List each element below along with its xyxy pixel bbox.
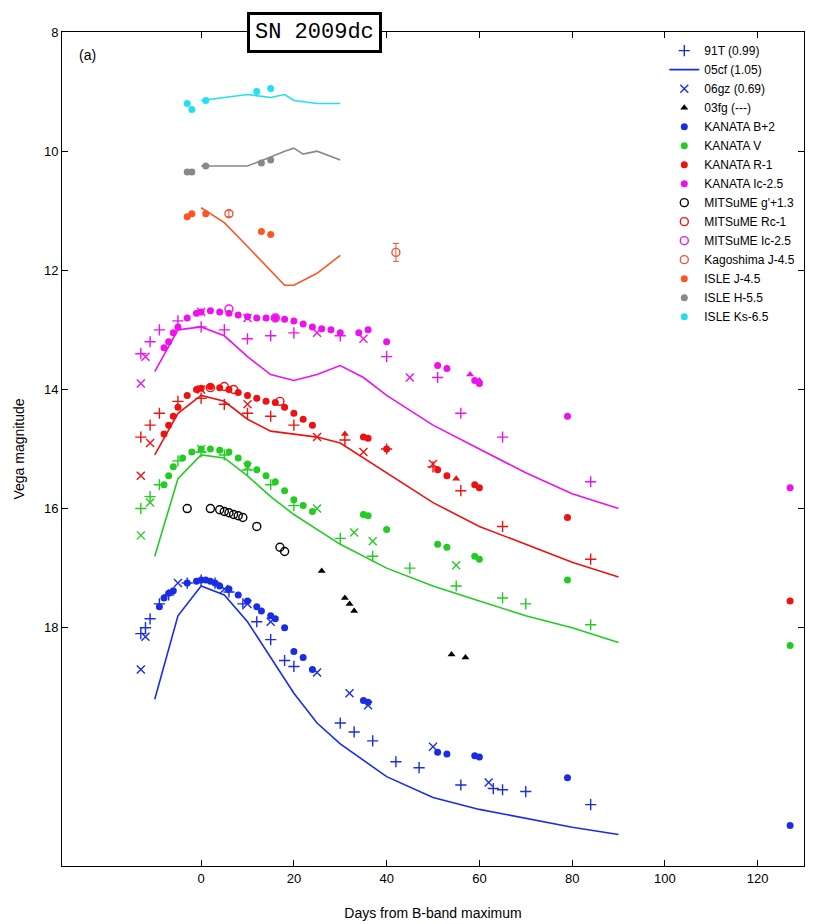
svg-text:91T (0.99): 91T (0.99) — [704, 44, 759, 58]
svg-text:06gz (0.69): 06gz (0.69) — [704, 82, 765, 96]
svg-text:ISLE J-4.5: ISLE J-4.5 — [704, 272, 760, 286]
svg-text:(a): (a) — [79, 47, 96, 63]
svg-text:100: 100 — [654, 871, 676, 886]
svg-text:80: 80 — [565, 871, 579, 886]
svg-text:12: 12 — [44, 263, 58, 278]
svg-text:14: 14 — [44, 382, 58, 397]
svg-text:8: 8 — [51, 25, 58, 40]
svg-text:Kagoshima J-4.5: Kagoshima J-4.5 — [704, 253, 794, 267]
svg-text:ISLE Ks-6.5: ISLE Ks-6.5 — [704, 310, 768, 324]
svg-text:03fg (---): 03fg (---) — [704, 101, 751, 115]
svg-text:KANATA B+2: KANATA B+2 — [704, 120, 775, 134]
svg-text:MITSuME g'+1.3: MITSuME g'+1.3 — [704, 196, 794, 210]
svg-text:Days from B-band maximum: Days from B-band maximum — [344, 905, 521, 921]
svg-text:60: 60 — [472, 871, 486, 886]
svg-text:120: 120 — [747, 871, 769, 886]
svg-text:05cf (1.05): 05cf (1.05) — [704, 63, 761, 77]
svg-text:KANATA V: KANATA V — [704, 139, 761, 153]
svg-text:MITSuME Rc-1: MITSuME Rc-1 — [704, 215, 786, 229]
svg-text:0: 0 — [198, 871, 205, 886]
svg-text:SN 2009dc: SN 2009dc — [255, 20, 374, 45]
svg-text:40: 40 — [379, 871, 393, 886]
svg-text:Vega magnitude: Vega magnitude — [11, 398, 27, 499]
svg-text:KANATA Ic-2.5: KANATA Ic-2.5 — [704, 177, 783, 191]
svg-text:20: 20 — [287, 871, 301, 886]
svg-text:KANATA R-1: KANATA R-1 — [704, 158, 773, 172]
svg-text:10: 10 — [44, 144, 58, 159]
svg-text:ISLE H-5.5: ISLE H-5.5 — [704, 291, 763, 305]
svg-text:18: 18 — [44, 620, 58, 635]
svg-text:MITSuME Ic-2.5: MITSuME Ic-2.5 — [704, 234, 791, 248]
svg-text:16: 16 — [44, 501, 58, 516]
